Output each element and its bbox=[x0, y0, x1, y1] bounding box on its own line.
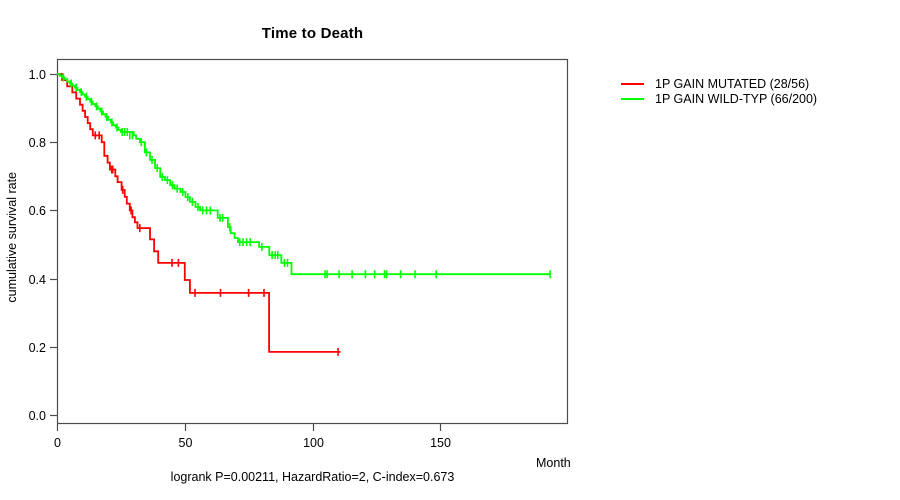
chart-title: Time to Death bbox=[261, 25, 364, 42]
legend-item: 1P GAIN MUTATED (28/56) bbox=[621, 77, 817, 92]
legend-line-sample bbox=[621, 83, 644, 86]
x-tick-label: 150 bbox=[430, 436, 451, 450]
legend-line-sample bbox=[621, 97, 644, 100]
survival-chart: 0.0 0.2 0.4 0.6 0.8 1.0 0 50 100 150 bbox=[29, 58, 569, 450]
legend-label: 1P GAIN WILD-TYP (66/200) bbox=[655, 91, 818, 106]
x-tick-label: 50 bbox=[179, 436, 193, 450]
x-axis-label: Month bbox=[536, 456, 571, 470]
plot-box bbox=[56, 58, 569, 425]
x-tick-label: 100 bbox=[303, 436, 324, 450]
censor-marks-1p-gain-wild-typ-66-200 bbox=[62, 73, 551, 279]
series-line-1p-gain-mutated-28-56 bbox=[57, 73, 341, 353]
series-line-1p-gain-wild-typ-66-200 bbox=[57, 73, 551, 276]
y-tick-label: 0.2 bbox=[29, 341, 46, 355]
y-tick-label: 0.8 bbox=[29, 136, 46, 150]
censor-marks-1p-gain-mutated-28-56 bbox=[94, 131, 339, 356]
y-tick-label: 1.0 bbox=[29, 68, 46, 82]
x-tick-label: 0 bbox=[54, 436, 61, 450]
y-axis-label: cumulative survival rate bbox=[5, 172, 19, 303]
legend: 1P GAIN MUTATED (28/56) 1P GAIN WILD-TYP … bbox=[621, 77, 817, 106]
stats-annotation: logrank P=0.00211, HazardRatio=2, C-inde… bbox=[170, 470, 455, 484]
y-tick-label: 0.6 bbox=[29, 204, 46, 218]
legend-item: 1P GAIN WILD-TYP (66/200) bbox=[621, 92, 817, 107]
y-tick-label: 0.4 bbox=[29, 273, 46, 287]
y-tick-label: 0.0 bbox=[29, 409, 46, 423]
legend-label: 1P GAIN MUTATED (28/56) bbox=[655, 77, 810, 92]
